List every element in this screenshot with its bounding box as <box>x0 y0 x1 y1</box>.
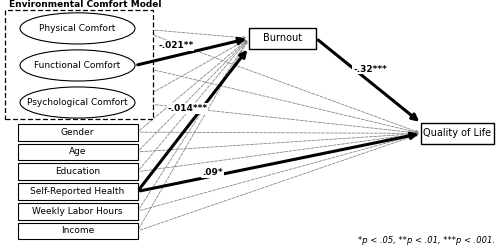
Text: Psychological Comfort: Psychological Comfort <box>27 98 128 107</box>
FancyBboxPatch shape <box>421 123 494 144</box>
Text: -.021**: -.021** <box>158 41 194 50</box>
Text: Functional Comfort: Functional Comfort <box>34 61 120 70</box>
Text: Quality of Life: Quality of Life <box>424 128 492 138</box>
Text: Burnout: Burnout <box>263 33 302 43</box>
FancyBboxPatch shape <box>18 163 138 180</box>
Text: Income: Income <box>61 226 94 235</box>
FancyBboxPatch shape <box>18 223 138 239</box>
FancyBboxPatch shape <box>18 183 138 200</box>
Text: Physical Comfort: Physical Comfort <box>40 24 116 33</box>
FancyBboxPatch shape <box>18 124 138 141</box>
Text: Age: Age <box>69 147 86 156</box>
Text: *p < .05, **p < .01, ***p < .001.: *p < .05, **p < .01, ***p < .001. <box>358 236 495 245</box>
Text: Weekly Labor Hours: Weekly Labor Hours <box>32 207 123 216</box>
Text: .09*: .09* <box>202 168 223 177</box>
FancyBboxPatch shape <box>248 28 316 49</box>
Text: Environmental Comfort Model: Environmental Comfort Model <box>9 0 162 9</box>
FancyBboxPatch shape <box>18 144 138 160</box>
Text: Self-Reported Health: Self-Reported Health <box>30 187 124 196</box>
Text: -.014***: -.014*** <box>168 104 207 113</box>
FancyBboxPatch shape <box>5 10 152 119</box>
Text: Education: Education <box>55 167 100 176</box>
Text: Gender: Gender <box>61 128 94 137</box>
Text: -.32***: -.32*** <box>353 65 387 74</box>
Ellipse shape <box>20 50 135 81</box>
FancyBboxPatch shape <box>18 203 138 220</box>
Ellipse shape <box>20 87 135 118</box>
Ellipse shape <box>20 13 135 44</box>
